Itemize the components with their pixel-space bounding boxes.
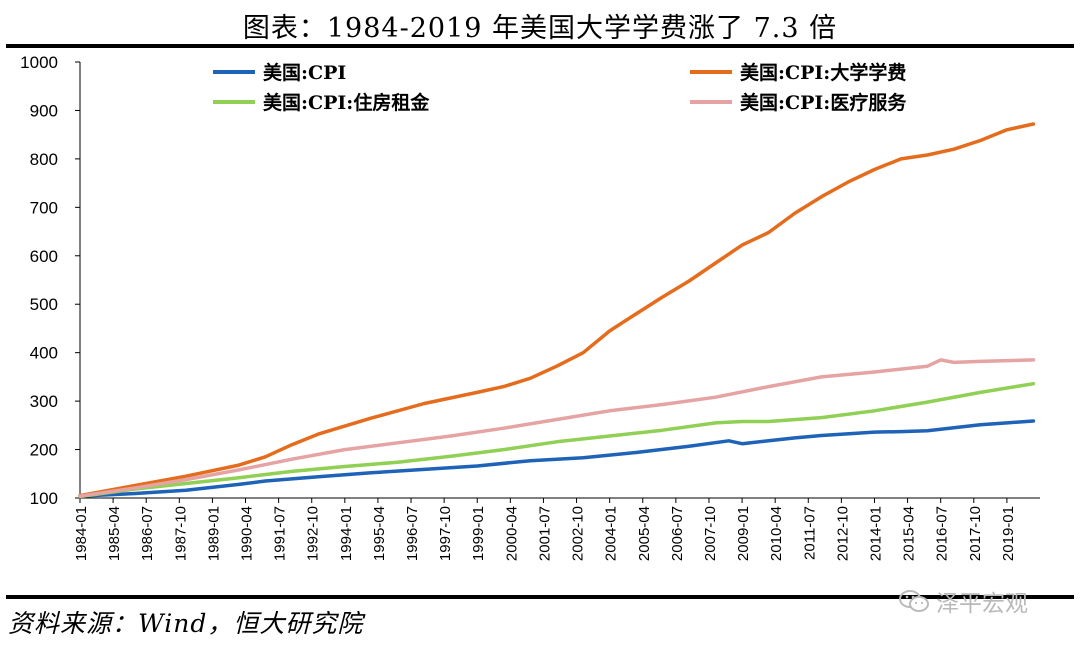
x-tick-label: 1984-01 bbox=[73, 506, 90, 561]
legend-label-1: 美国:CPI:大学学费 bbox=[740, 61, 906, 84]
x-tick-label: 1996-07 bbox=[404, 506, 421, 561]
x-tick-label: 1999-01 bbox=[470, 506, 487, 561]
x-tick-label: 2004-01 bbox=[603, 506, 620, 561]
y-tick-label: 500 bbox=[30, 295, 58, 314]
bottom-rule bbox=[6, 595, 1074, 599]
x-tick-label: 1990-04 bbox=[239, 506, 256, 561]
x-tick-label: 2000-04 bbox=[503, 506, 520, 561]
x-tick-label: 1986-07 bbox=[139, 506, 156, 561]
y-tick-label: 600 bbox=[30, 247, 58, 266]
y-tick-label: 400 bbox=[30, 344, 58, 363]
series-line-1 bbox=[78, 122, 1036, 498]
x-tick-label: 2011-07 bbox=[801, 506, 818, 560]
x-tick-label: 2016-07 bbox=[934, 506, 951, 561]
x-tick-label: 2009-01 bbox=[735, 506, 752, 561]
y-tick-label: 100 bbox=[30, 489, 58, 508]
legend-label-0: 美国:CPI bbox=[263, 61, 346, 84]
x-tick-label: 2017-10 bbox=[967, 506, 984, 561]
x-tick-label: 2001-07 bbox=[536, 506, 553, 561]
y-tick-label: 200 bbox=[30, 441, 58, 460]
x-tick-label: 2012-10 bbox=[834, 506, 851, 561]
top-rule bbox=[6, 44, 1074, 48]
x-tick-label: 2002-10 bbox=[570, 506, 587, 561]
x-tick-label: 1987-10 bbox=[172, 506, 189, 561]
wechat-icon bbox=[899, 590, 929, 612]
x-tick-label: 1985-04 bbox=[106, 506, 123, 561]
x-tick-label: 2010-04 bbox=[768, 506, 785, 561]
watermark-text: 泽平宏观 bbox=[936, 591, 1028, 617]
x-tick-label: 2006-07 bbox=[669, 506, 686, 561]
x-tick-label: 2015-04 bbox=[901, 506, 918, 561]
x-tick-label: 1989-01 bbox=[205, 506, 222, 561]
chart-lines bbox=[78, 122, 1036, 499]
x-tick-label: 2005-04 bbox=[636, 506, 653, 561]
x-tick-label: 1995-04 bbox=[371, 506, 388, 561]
x-tick-label: 2019-01 bbox=[1000, 506, 1017, 561]
chart-title: 图表：1984-2019 年美国大学学费涨了 7.3 倍 bbox=[242, 13, 838, 44]
x-tick-label: 2014-01 bbox=[867, 506, 884, 561]
x-tick-label: 1992-10 bbox=[305, 506, 322, 561]
chart-axes: 100 200 300 400 500 600 700 800 900 1000 1984-01 19… bbox=[20, 53, 1040, 561]
y-tick-label: 900 bbox=[30, 101, 58, 120]
watermark: 泽平宏观 bbox=[898, 584, 1028, 618]
y-tick-label: 1000 bbox=[20, 53, 58, 72]
source-note: 资料来源：Wind，恒大研究院 bbox=[8, 609, 364, 638]
y-tick-label: 300 bbox=[30, 392, 58, 411]
series-line-2 bbox=[78, 381, 1036, 499]
x-tick-label: 1991-07 bbox=[272, 506, 289, 561]
legend-label-2: 美国:CPI:住房租金 bbox=[263, 91, 430, 114]
legend-label-3: 美国:CPI:医疗服务 bbox=[740, 91, 907, 114]
y-tick-label: 700 bbox=[30, 198, 58, 217]
x-tick-label: 1997-10 bbox=[437, 506, 454, 561]
series-line-3 bbox=[78, 358, 1036, 498]
y-tick-label: 800 bbox=[30, 150, 58, 169]
x-tick-label: 1994-01 bbox=[338, 506, 355, 561]
series-line-0 bbox=[78, 419, 1036, 498]
x-tick-label: 2007-10 bbox=[702, 506, 719, 561]
